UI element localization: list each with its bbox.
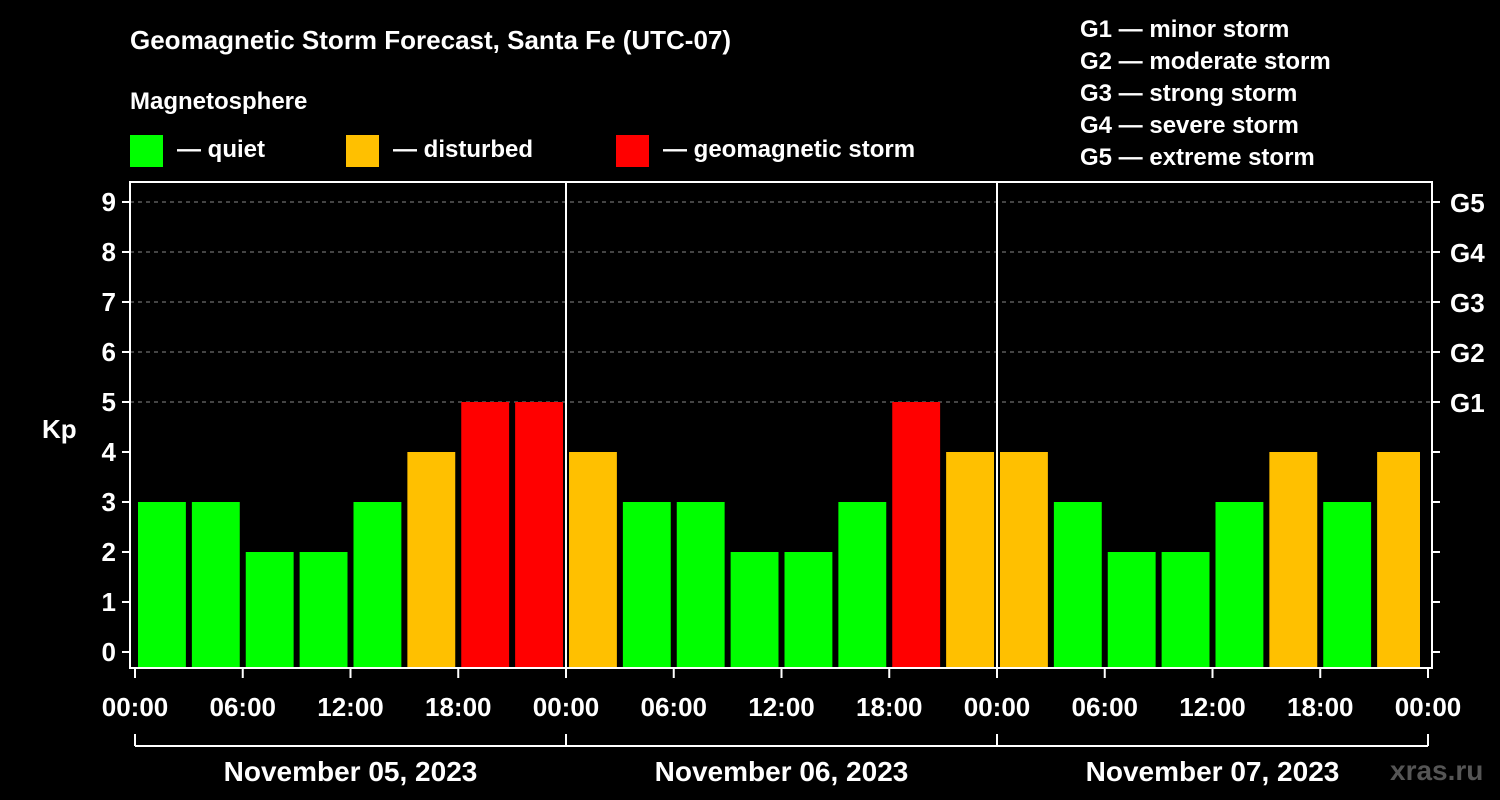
x-tick-label: 00:00 — [964, 692, 1031, 722]
kp-bar — [1161, 552, 1210, 668]
x-tick-label: 12:00 — [748, 692, 815, 722]
chart-subtitle: Magnetosphere — [130, 88, 307, 115]
g-scale-label: G4 — [1450, 238, 1485, 268]
y-tick-label: 3 — [102, 487, 116, 517]
axes: 0 1 2 3 4 5 6 7 8 9 G1 G2 G3 G4 G5 00:00 06:00 12:00 18:00… — [102, 181, 1485, 787]
storm-scale-legend: G1 — minor storm G2 — moderate storm G3 — … — [1080, 16, 1331, 171]
grid — [130, 201, 1432, 403]
kp-bar — [730, 552, 779, 668]
kp-bar — [1269, 452, 1318, 668]
x-tick-label: 18:00 — [1287, 692, 1354, 722]
legend-label: — geomagnetic storm — [663, 136, 915, 163]
g-scale-label: G5 — [1450, 188, 1485, 218]
g-scale-label: G1 — [1450, 388, 1485, 418]
y-axis-label: Kp — [42, 414, 77, 444]
kp-bar — [353, 502, 402, 668]
kp-bar — [515, 402, 563, 668]
storm-scale-item: G1 — minor storm — [1080, 16, 1289, 43]
y-tick-label: 0 — [102, 637, 116, 667]
kp-bar — [622, 502, 671, 668]
legend: — quiet — disturbed — geomagnetic storm — [130, 135, 915, 167]
legend-label: — disturbed — [393, 136, 533, 163]
y-tick-label: 7 — [102, 287, 116, 317]
kp-bar — [299, 552, 348, 668]
storm-scale-item: G2 — moderate storm — [1080, 48, 1331, 75]
x-tick-label: 12:00 — [317, 692, 384, 722]
kp-bar — [784, 552, 833, 668]
x-tick-label: 12:00 — [1179, 692, 1246, 722]
legend-swatch — [130, 135, 163, 167]
kp-bar — [1107, 552, 1156, 668]
kp-bar — [1053, 502, 1102, 668]
x-tick-label: 18:00 — [425, 692, 492, 722]
kp-bar — [245, 552, 294, 668]
kp-bar — [892, 402, 941, 668]
storm-scale-item: G5 — extreme storm — [1080, 144, 1315, 171]
y-tick-label: 6 — [102, 337, 116, 367]
kp-bar — [569, 452, 617, 668]
y-tick-label: 9 — [102, 187, 116, 217]
kp-bar — [946, 452, 994, 668]
kp-bar — [676, 502, 725, 668]
storm-scale-item: G3 — strong storm — [1080, 80, 1297, 107]
y-tick-label: 1 — [102, 587, 116, 617]
y-tick-label: 2 — [102, 537, 116, 567]
kp-bar — [191, 502, 240, 668]
kp-bar — [1377, 452, 1420, 668]
x-tick-label: 00:00 — [1395, 692, 1462, 722]
day-label: November 05, 2023 — [224, 756, 478, 787]
x-tick-label: 18:00 — [856, 692, 923, 722]
bars — [138, 402, 1420, 668]
x-tick-label: 06:00 — [1072, 692, 1139, 722]
y-tick-label: 8 — [102, 237, 116, 267]
x-tick-label: 06:00 — [210, 692, 277, 722]
kp-bar — [1215, 502, 1264, 668]
y-tick-label: 5 — [102, 387, 116, 417]
kp-bar — [1000, 452, 1048, 668]
x-tick-label: 00:00 — [533, 692, 600, 722]
kp-bar — [461, 402, 510, 668]
kp-bar — [838, 502, 887, 668]
chart-title: Geomagnetic Storm Forecast, Santa Fe (UT… — [130, 25, 731, 55]
kp-bar — [1323, 502, 1372, 668]
legend-swatch — [346, 135, 379, 167]
g-scale-label: G2 — [1450, 338, 1485, 368]
legend-label: — quiet — [177, 136, 265, 163]
day-label: November 06, 2023 — [655, 756, 909, 787]
watermark: xras.ru — [1390, 755, 1483, 786]
g-scale-label: G3 — [1450, 288, 1485, 318]
x-tick-label: 06:00 — [641, 692, 708, 722]
day-label: November 07, 2023 — [1086, 756, 1340, 787]
x-tick-label: 00:00 — [102, 692, 169, 722]
legend-swatch — [616, 135, 649, 167]
kp-bar — [138, 502, 186, 668]
y-tick-label: 4 — [102, 437, 117, 467]
storm-scale-item: G4 — severe storm — [1080, 112, 1299, 139]
kp-bar — [407, 452, 456, 668]
